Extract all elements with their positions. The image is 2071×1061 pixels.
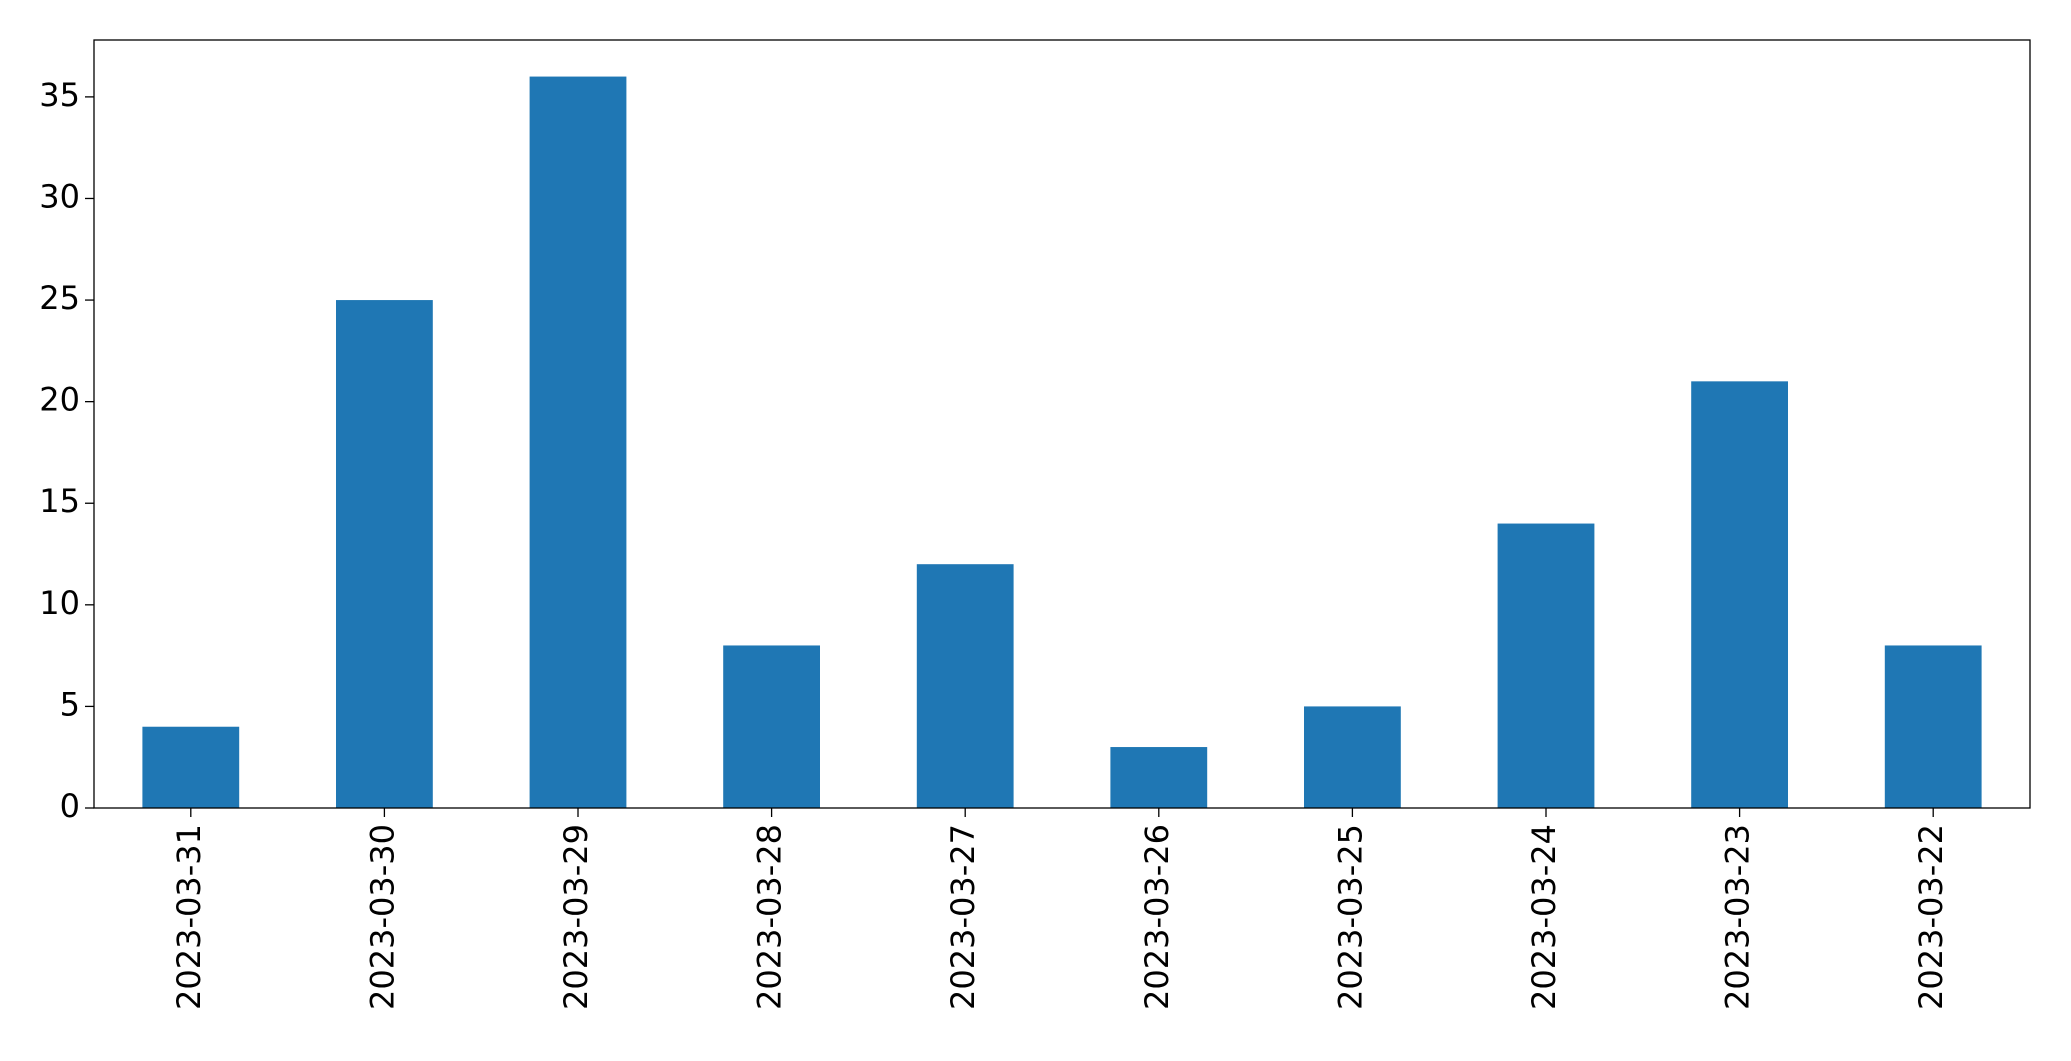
bar	[1304, 706, 1401, 808]
bar	[142, 726, 240, 808]
bar	[529, 76, 627, 809]
bar	[723, 645, 820, 808]
bar	[1884, 645, 1982, 808]
y-tick-label: 20	[39, 381, 80, 419]
x-tick-label: 2023-03-24	[1525, 824, 1563, 1010]
y-tick-label: 0	[60, 787, 80, 825]
x-tick-label: 2023-03-25	[1331, 824, 1369, 1010]
x-tick-label: 2023-03-30	[363, 824, 401, 1010]
plot-frame	[93, 39, 2031, 809]
y-tick-label: 25	[39, 279, 80, 317]
x-tick-label: 2023-03-31	[170, 824, 208, 1010]
x-tick-label: 2023-03-23	[1719, 824, 1757, 1010]
bar	[916, 564, 1014, 808]
y-tick-label: 35	[39, 76, 80, 114]
y-tick-label: 5	[60, 685, 80, 723]
bar	[336, 300, 433, 808]
x-tick-label: 2023-03-22	[1912, 824, 1950, 1010]
x-tick-label: 2023-03-29	[557, 824, 595, 1010]
bar	[1691, 381, 1788, 808]
y-tick-label: 10	[39, 584, 80, 622]
y-tick-label: 15	[39, 482, 80, 520]
x-tick-label: 2023-03-26	[1138, 824, 1176, 1010]
x-tick-label: 2023-03-28	[751, 824, 789, 1010]
bar	[1110, 747, 1208, 808]
y-tick-label: 30	[39, 177, 80, 215]
bar	[1497, 523, 1595, 808]
x-tick-label: 2023-03-27	[944, 824, 982, 1010]
